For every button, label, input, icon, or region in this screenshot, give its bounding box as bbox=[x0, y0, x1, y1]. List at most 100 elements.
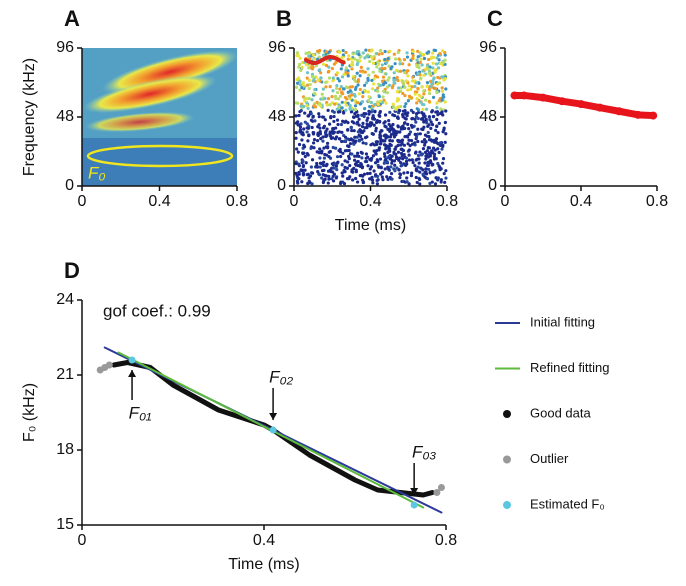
cloud-dot bbox=[381, 178, 385, 182]
cloud-dot bbox=[344, 50, 348, 55]
cloud-dot bbox=[294, 85, 299, 89]
cloud-dot bbox=[312, 137, 317, 142]
arrow-head bbox=[410, 488, 419, 495]
cloud-dot bbox=[318, 126, 322, 130]
cloud-dot bbox=[300, 180, 304, 184]
cloud-dot bbox=[418, 132, 422, 136]
cloud-dot bbox=[404, 79, 408, 83]
cloud-dot bbox=[407, 148, 411, 152]
cloud-dot bbox=[434, 67, 438, 72]
cloud-dot bbox=[335, 71, 340, 75]
cloud-dot bbox=[441, 49, 445, 53]
cloud-dot bbox=[422, 73, 426, 78]
cloud-dot bbox=[354, 163, 358, 167]
cloud-dot bbox=[383, 124, 387, 128]
cloud-dot bbox=[440, 89, 445, 93]
cloud-dot bbox=[441, 161, 445, 165]
cloud-dot bbox=[436, 112, 440, 117]
cloud-dot bbox=[396, 50, 400, 55]
cloud-dot bbox=[439, 61, 443, 66]
cloud-dot bbox=[354, 114, 359, 118]
cloud-dot bbox=[417, 161, 421, 165]
cloud-dot bbox=[400, 140, 404, 144]
y-tick-label: 96 bbox=[479, 39, 497, 56]
cloud-dot bbox=[324, 80, 328, 85]
cloud-dot bbox=[339, 85, 343, 89]
cloud-dot bbox=[305, 130, 309, 134]
cloud-dot bbox=[414, 112, 419, 116]
cloud-dot bbox=[387, 147, 391, 152]
cloud-dot bbox=[348, 89, 352, 93]
cloud-dot bbox=[419, 95, 423, 99]
cloud-dot bbox=[419, 57, 423, 61]
cloud-dot bbox=[356, 151, 360, 155]
cloud-dot bbox=[351, 170, 355, 174]
arrow-head bbox=[128, 370, 137, 377]
cloud-dot bbox=[330, 177, 334, 181]
cloud-dot bbox=[318, 132, 323, 136]
cloud-dot bbox=[403, 126, 407, 131]
data-point bbox=[269, 426, 277, 434]
cloud-dot bbox=[298, 125, 303, 129]
legend-label: Refined fitting bbox=[530, 360, 610, 375]
cloud-dot bbox=[433, 86, 438, 91]
cloud-dot bbox=[343, 165, 347, 169]
cloud-dot bbox=[294, 131, 298, 135]
cloud-dot bbox=[435, 117, 439, 122]
cloud-dot bbox=[426, 155, 431, 159]
cloud-dot bbox=[373, 110, 377, 114]
cloud-dot bbox=[335, 161, 339, 165]
cloud-dot bbox=[389, 165, 393, 169]
cloud-dot bbox=[432, 154, 436, 159]
cloud-dot bbox=[340, 106, 344, 110]
cloud-dot bbox=[312, 57, 317, 61]
cloud-dot bbox=[427, 146, 432, 150]
cloud-dot bbox=[378, 111, 382, 115]
cloud-dot bbox=[335, 83, 339, 88]
cloud-dot bbox=[370, 48, 374, 52]
cloud-dot bbox=[305, 104, 309, 108]
cloud-dot bbox=[354, 168, 358, 172]
cloud-dot bbox=[425, 163, 430, 168]
cloud-dot bbox=[422, 89, 426, 93]
cloud-dot bbox=[380, 175, 384, 179]
cloud-dot bbox=[356, 78, 361, 82]
cloud-dot bbox=[418, 100, 423, 104]
x-tick-label: 0.8 bbox=[226, 193, 248, 210]
cloud-dot bbox=[416, 71, 420, 76]
cloud-dot bbox=[337, 137, 342, 141]
cloud-dot bbox=[360, 113, 364, 117]
cloud-dot bbox=[399, 161, 403, 165]
cloud-dot bbox=[298, 62, 302, 66]
cloud-dot bbox=[438, 141, 442, 145]
cloud-dot bbox=[301, 60, 305, 65]
cloud-dot bbox=[331, 89, 335, 93]
cloud-dot bbox=[321, 62, 326, 66]
cloud-dot bbox=[441, 157, 446, 161]
cloud-dot bbox=[339, 154, 343, 159]
cloud-dot bbox=[440, 147, 444, 151]
cloud-dot bbox=[420, 140, 424, 144]
cloud-dot bbox=[405, 51, 409, 55]
cloud-dot bbox=[301, 172, 305, 176]
cloud-dot bbox=[389, 171, 394, 176]
cloud-dot bbox=[343, 100, 348, 105]
cloud-dot bbox=[363, 56, 367, 60]
cloud-dot bbox=[443, 180, 447, 184]
cloud-dot bbox=[425, 121, 429, 125]
cloud-dot bbox=[438, 143, 442, 147]
cloud-dot bbox=[372, 77, 376, 81]
cloud-dot bbox=[411, 110, 415, 114]
cloud-dot bbox=[364, 152, 369, 156]
cloud-dot bbox=[357, 117, 361, 121]
cloud-dot bbox=[391, 102, 395, 106]
cloud-dot bbox=[307, 78, 311, 82]
cloud-dot bbox=[427, 99, 431, 104]
cloud-dot bbox=[321, 87, 325, 91]
cloud-dot bbox=[330, 101, 334, 105]
cloud-dot bbox=[297, 76, 301, 80]
cloud-dot bbox=[378, 69, 382, 73]
cloud-dot bbox=[402, 58, 407, 62]
cloud-dot bbox=[348, 96, 352, 101]
cloud-dot bbox=[302, 127, 306, 131]
